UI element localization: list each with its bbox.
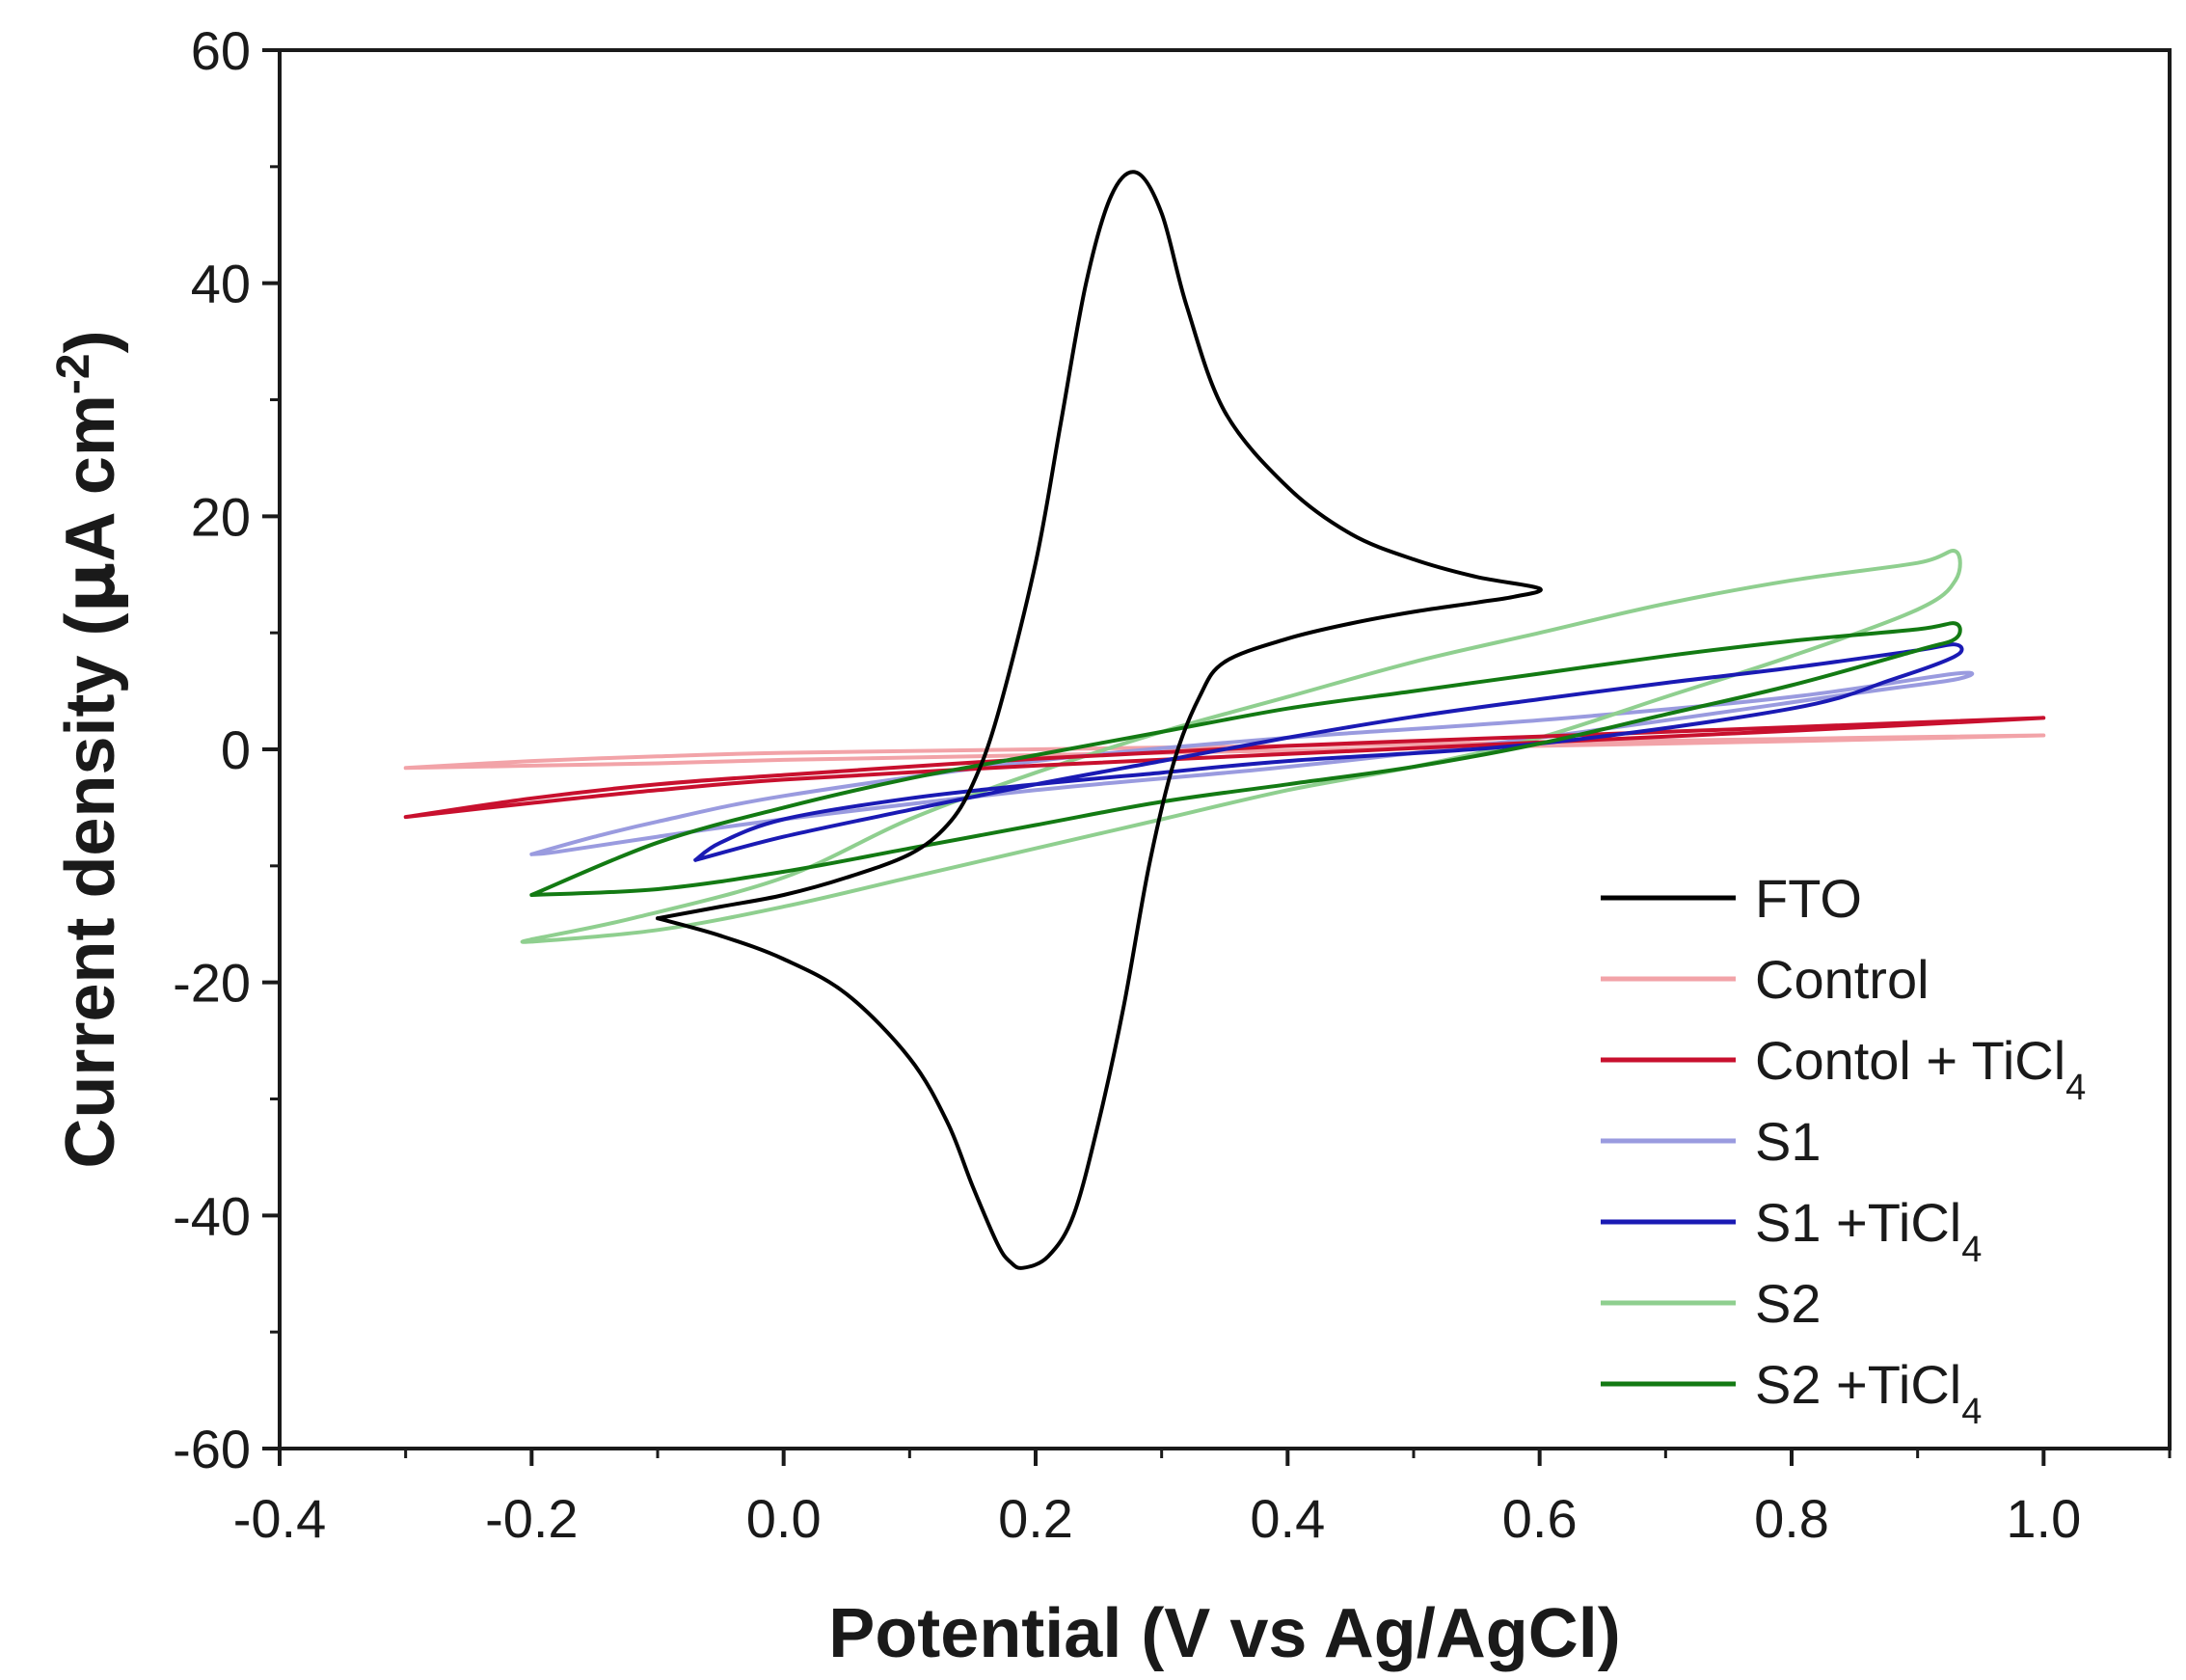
y-axis-title-superscript: -2 (48, 353, 99, 394)
series-line-s2-ticl4 (529, 621, 1962, 897)
y-axis-title-suffix: ) (52, 330, 129, 353)
legend-label: S2 +TiCl4 (1755, 1354, 1982, 1432)
legend-label-text: Control (1755, 949, 1930, 1010)
series-line-control (403, 733, 2046, 771)
x-tick-label: 1.0 (2006, 1488, 2081, 1549)
x-tick-label: -0.4 (233, 1488, 327, 1549)
x-tick-label: 0.0 (746, 1488, 822, 1549)
legend-label: Contol + TiCl4 (1755, 1030, 2086, 1108)
tick-labels-layer: -0.4 -0.2 0.0 0.2 0.4 0.6 0.8 1.0 -60 -40 -20 0 20 40… (173, 20, 2081, 1549)
legend-label-text: S1 (1755, 1111, 1822, 1172)
series-line-fto (656, 170, 1543, 1270)
y-tick-label: 20 (191, 486, 251, 547)
y-tick-label: 40 (191, 254, 251, 314)
x-tick-label: 0.8 (1754, 1488, 1829, 1549)
x-tick-label: 0.4 (1250, 1488, 1325, 1549)
y-axis-title-unit: A cm (52, 394, 129, 561)
legend-label-subscript: 4 (1961, 1230, 1982, 1270)
x-tick-label: -0.2 (485, 1488, 579, 1549)
legend-label-subscript: 4 (1961, 1392, 1982, 1432)
y-tick-label: -60 (173, 1419, 251, 1479)
y-tick-label: -40 (173, 1185, 251, 1246)
legend-label-text: S2 (1755, 1273, 1822, 1334)
y-axis-title: Current density (μA cm-2) (48, 330, 131, 1168)
series-line-s1 (529, 670, 1975, 856)
series-layer (403, 170, 2046, 1270)
x-tick-label: 0.2 (998, 1488, 1073, 1549)
legend-label-text: Contol + TiCl (1755, 1030, 2065, 1091)
legend-label: S2 (1755, 1273, 1822, 1334)
legend-label: S1 (1755, 1111, 1822, 1172)
ticks-layer (262, 48, 2172, 1466)
legend-label-text: S2 +TiCl (1755, 1354, 1961, 1415)
legend-label: FTO (1755, 868, 1862, 929)
legend-label: Control (1755, 949, 1930, 1010)
legend-label-text: S1 +TiCl (1755, 1192, 1961, 1253)
series-line-contol-ticl4 (403, 716, 2046, 820)
y-axis-title-mu: μ (49, 562, 130, 613)
y-tick-label: 60 (191, 20, 251, 81)
y-tick-label: 0 (221, 719, 251, 780)
series-line-s1-ticl4 (693, 642, 1964, 862)
legend-label-subscript: 4 (2065, 1068, 2086, 1108)
legend-label-text: FTO (1755, 868, 1862, 929)
series-line-s2 (520, 549, 1962, 944)
x-axis-title: Potential (V vs Ag/AgCl) (828, 1595, 1620, 1672)
legend-label: S1 +TiCl4 (1755, 1192, 1982, 1270)
y-axis-title-prefix: Current density ( (52, 612, 129, 1168)
x-tick-label: 0.6 (1502, 1488, 1578, 1549)
y-tick-label: -20 (173, 953, 251, 1014)
